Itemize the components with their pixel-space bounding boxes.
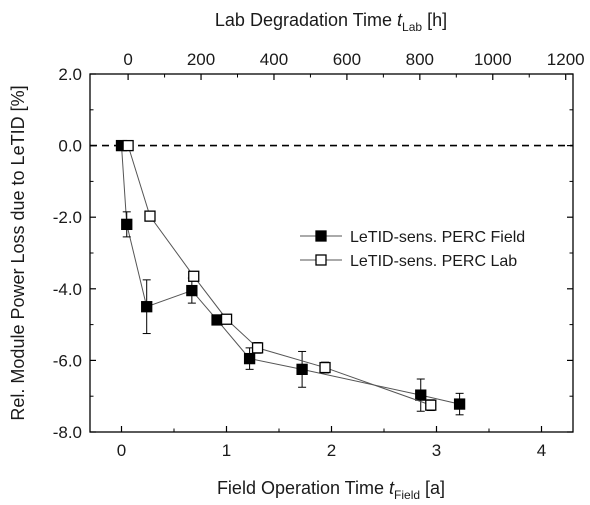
axis-ticks-layer: 0 1 2 3 4 0 200 400 600 800 1000 1200 2.0 0.0 -2.0 -4.0… bbox=[53, 50, 585, 460]
data-point-field bbox=[415, 389, 427, 401]
series-line-field bbox=[121, 145, 460, 405]
data-point-lab bbox=[220, 313, 233, 325]
x2-tick-label: 600 bbox=[333, 50, 361, 69]
x2-axis-title: Lab Degradation Time tLab [h] bbox=[215, 10, 447, 34]
x2-tick-label: 0 bbox=[123, 50, 132, 69]
data-point-lab bbox=[122, 139, 134, 152]
y-tick-label: 2.0 bbox=[58, 65, 82, 84]
x-tick-label: 1 bbox=[222, 441, 231, 460]
y-tick-label: 0.0 bbox=[58, 137, 82, 156]
legend-marker-lab bbox=[315, 254, 327, 266]
data-point-lab bbox=[319, 361, 331, 374]
y-tick-label: -2.0 bbox=[53, 208, 82, 227]
y-tick-label: -6.0 bbox=[53, 351, 82, 370]
y-axis-title: Rel. Module Power Loss due to LeTID [%] bbox=[8, 85, 28, 420]
x-tick-label: 0 bbox=[117, 441, 126, 460]
legend-label-field: LeTID-sens. PERC Field bbox=[350, 229, 525, 246]
data-point-field bbox=[211, 314, 223, 326]
x-axis-title: Field Operation Time tField [a] bbox=[217, 478, 445, 502]
data-point-field bbox=[296, 363, 308, 376]
x2-tick-label: 200 bbox=[187, 50, 215, 69]
x2-tick-label: 1200 bbox=[547, 50, 585, 69]
series-line-lab bbox=[127, 145, 431, 406]
data-point-field bbox=[121, 218, 133, 231]
data-point-field bbox=[141, 301, 153, 313]
x-tick-label: 2 bbox=[327, 441, 336, 460]
x2-tick-label: 400 bbox=[260, 50, 288, 69]
data-point-field bbox=[243, 352, 256, 365]
series-lab bbox=[122, 139, 437, 412]
y-tick-label: -8.0 bbox=[53, 423, 82, 442]
x2-tick-label: 1000 bbox=[474, 50, 512, 69]
data-point-field bbox=[453, 398, 466, 410]
x2-tick-label: 800 bbox=[406, 50, 434, 69]
legend-marker-field bbox=[315, 230, 327, 242]
y-tick-label: -4.0 bbox=[53, 280, 82, 299]
legend: LeTID-sens. PERC Field LeTID-sens. PERC … bbox=[300, 229, 525, 270]
legend-label-lab: LeTID-sens. PERC Lab bbox=[350, 253, 517, 270]
x-tick-label: 4 bbox=[537, 441, 546, 460]
series-field bbox=[115, 139, 466, 416]
series-layer bbox=[115, 139, 466, 416]
data-point-lab bbox=[251, 342, 264, 354]
x-tick-label: 3 bbox=[432, 441, 441, 460]
data-point-lab bbox=[188, 270, 200, 282]
data-point-lab bbox=[144, 210, 156, 222]
data-point-field bbox=[186, 284, 198, 297]
data-point-lab bbox=[425, 399, 437, 411]
